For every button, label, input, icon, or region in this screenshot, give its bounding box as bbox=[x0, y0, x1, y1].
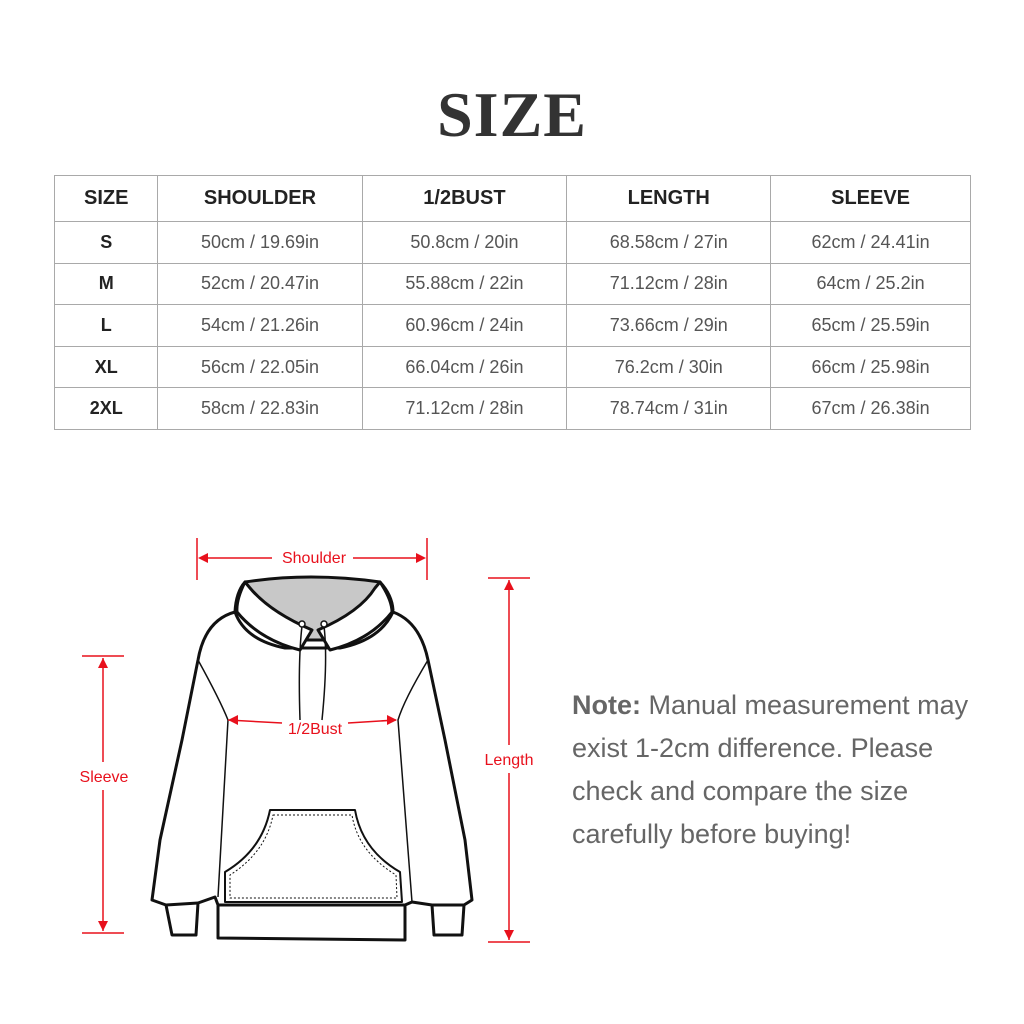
measurement-cell: 71.12cm / 28in bbox=[361, 387, 568, 430]
measurement-cell: 65cm / 25.59in bbox=[770, 304, 971, 347]
header-cell: SHOULDER bbox=[157, 175, 363, 222]
size-table: SIZE SHOULDER 1/2BUST LENGTH SLEEVE S 50c… bbox=[53, 175, 971, 430]
note-body: Manual measurement may exist 1-2cm diffe… bbox=[572, 690, 969, 849]
note-text: Note: Manual measurement may exist 1-2cm… bbox=[572, 684, 972, 856]
table-row: 2XL 58cm / 22.83in 71.12cm / 28in 78.74cm /… bbox=[53, 387, 971, 430]
measurement-cell: 55.88cm / 22in bbox=[361, 262, 568, 306]
hoodie-illustration bbox=[150, 575, 474, 942]
table-row: XL 56cm / 22.05in 66.04cm / 26in 76.2cm / 3… bbox=[53, 345, 971, 389]
header-cell: SIZE bbox=[53, 175, 159, 222]
length-label: Length bbox=[485, 752, 534, 769]
measurement-cell: 50cm / 19.69in bbox=[157, 221, 363, 264]
table-header-row: SIZE SHOULDER 1/2BUST LENGTH SLEEVE bbox=[53, 175, 971, 222]
measurement-cell: 71.12cm / 28in bbox=[566, 262, 772, 306]
measurement-cell: 78.74cm / 31in bbox=[566, 387, 772, 430]
shoulder-label: Shoulder bbox=[282, 550, 347, 567]
size-cell: S bbox=[53, 221, 159, 264]
page-title: SIZE bbox=[437, 79, 587, 150]
note-label: Note: bbox=[572, 690, 641, 720]
measurement-cell: 68.58cm / 27in bbox=[566, 221, 772, 264]
table-row: M 52cm / 20.47in 55.88cm / 22in 71.12cm / 2… bbox=[53, 262, 971, 306]
measurement-cell: 67cm / 26.38in bbox=[770, 387, 971, 430]
header-cell: 1/2BUST bbox=[361, 175, 568, 222]
bust-label: 1/2Bust bbox=[288, 721, 343, 738]
table-row: L 54cm / 21.26in 60.96cm / 24in 73.66cm / 2… bbox=[53, 304, 971, 347]
sleeve-label: Sleeve bbox=[80, 769, 129, 786]
measurement-cell: 52cm / 20.47in bbox=[157, 262, 363, 306]
header-cell: SLEEVE bbox=[770, 175, 971, 222]
measurement-cell: 54cm / 21.26in bbox=[157, 304, 363, 347]
header-cell: LENGTH bbox=[566, 175, 772, 222]
table-row: S 50cm / 19.69in 50.8cm / 20in 68.58cm / 27… bbox=[53, 221, 971, 264]
measurement-cell: 73.66cm / 29in bbox=[566, 304, 772, 347]
measurement-guides bbox=[82, 538, 530, 943]
measurement-cell: 66cm / 25.98in bbox=[770, 345, 971, 389]
measurement-cell: 64cm / 25.2in bbox=[770, 262, 971, 306]
size-cell: 2XL bbox=[53, 387, 159, 430]
measurement-cell: 62cm / 24.41in bbox=[770, 221, 971, 264]
size-cell: L bbox=[53, 304, 159, 347]
size-cell: M bbox=[53, 262, 159, 306]
measurement-cell: 56cm / 22.05in bbox=[157, 345, 363, 389]
measurement-cell: 58cm / 22.83in bbox=[157, 387, 363, 430]
